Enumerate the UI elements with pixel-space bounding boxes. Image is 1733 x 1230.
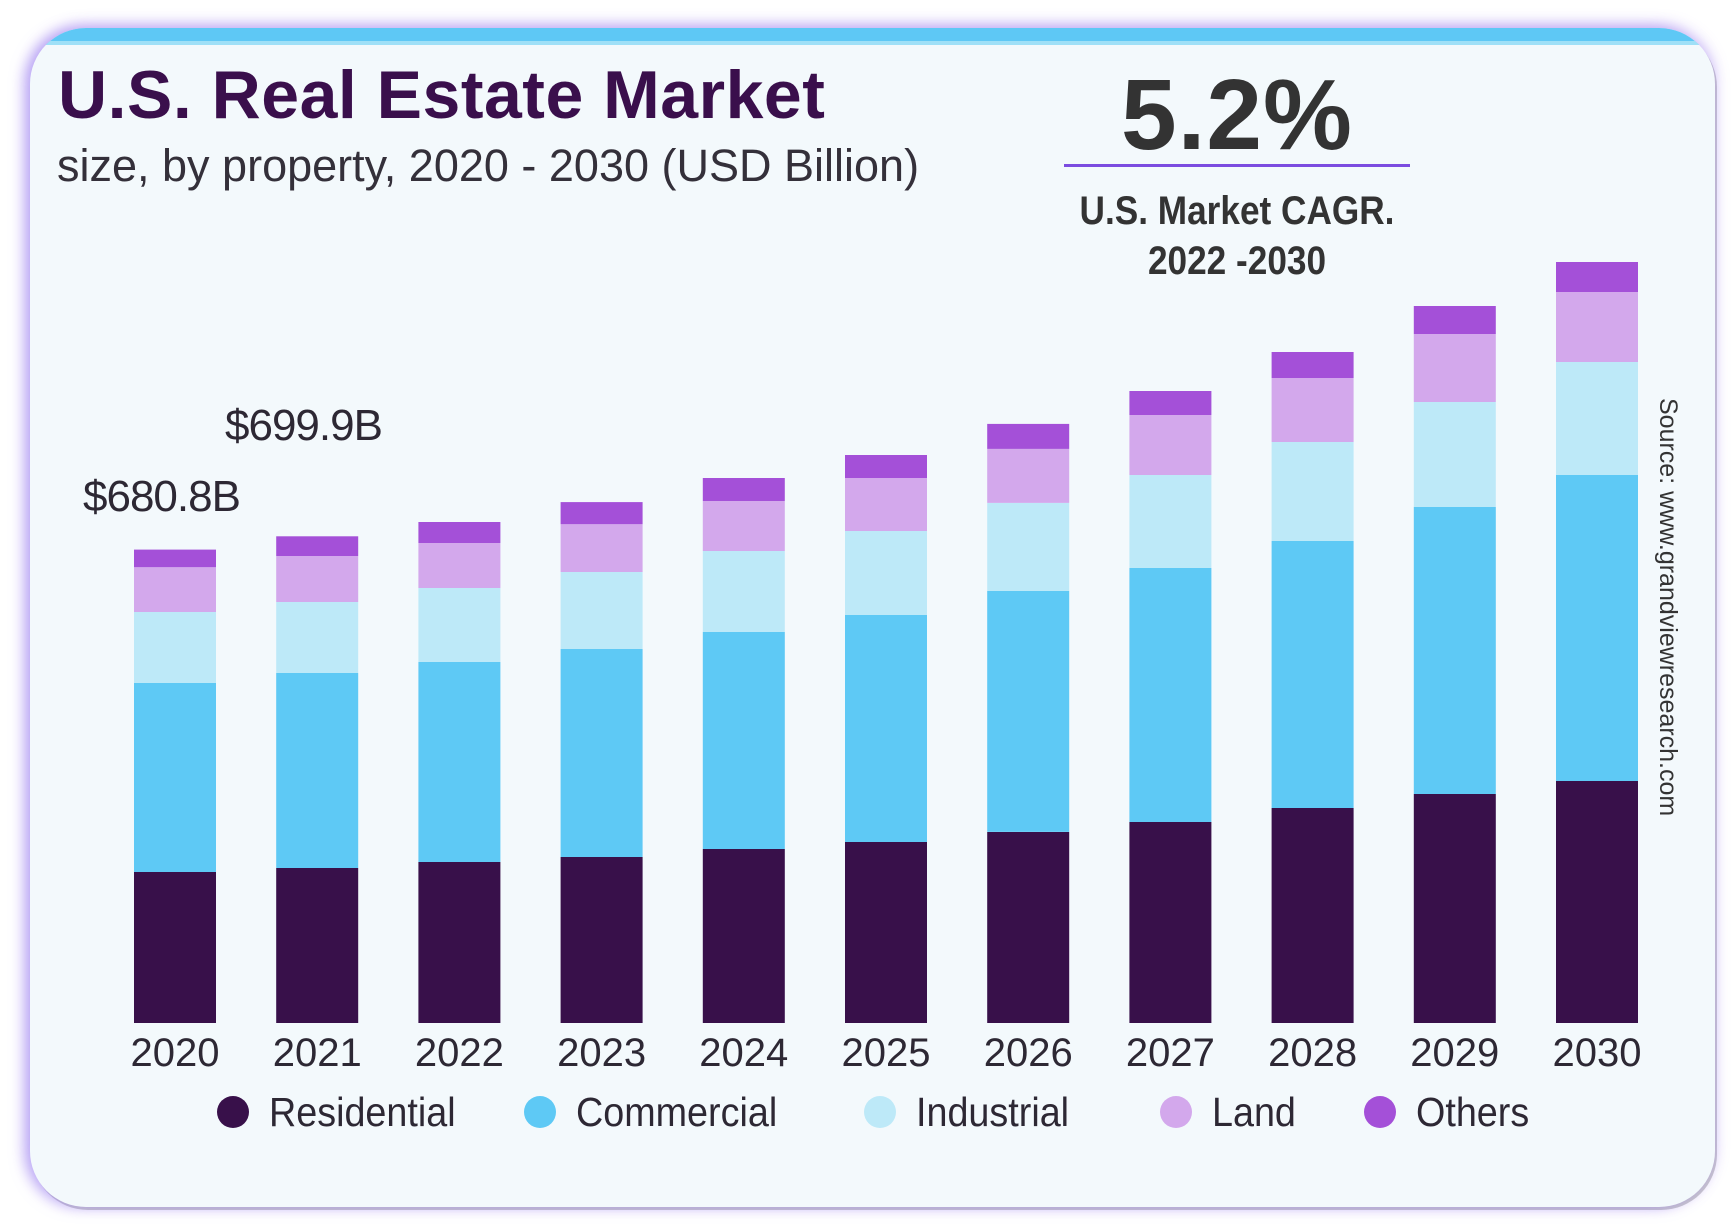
bar-segment-commercial-2028 <box>1271 541 1354 808</box>
bar-segment-land-2021 <box>276 556 359 602</box>
legend-item-commercial: Commercial <box>524 1089 795 1135</box>
bar-segment-commercial-2024 <box>702 632 785 849</box>
bar-segment-residential-2026 <box>987 832 1070 1023</box>
bar-segment-commercial-2027 <box>1129 568 1212 822</box>
x-tick-label: 2025 <box>842 1031 931 1075</box>
x-tick-label: 2027 <box>1126 1031 1215 1075</box>
bar-segment-land-2024 <box>702 501 785 551</box>
legend-dot-icon <box>1160 1096 1192 1128</box>
cagr-label-line2: 2022 -2030 <box>1147 239 1327 283</box>
card-top-band <box>30 28 1715 45</box>
bar-segment-industrial-2025 <box>845 531 927 615</box>
cagr-label: U.S. Market CAGR. 2022 -2030 <box>1064 186 1411 286</box>
bar-segment-others-2030 <box>1556 262 1638 292</box>
bar-segment-commercial-2029 <box>1413 507 1496 794</box>
x-tick-label: 2022 <box>415 1031 504 1075</box>
bar-segment-residential-2020 <box>134 872 216 1023</box>
bar-segment-industrial-2028 <box>1271 442 1354 541</box>
bar-segment-commercial-2030 <box>1556 475 1638 781</box>
legend-dot-icon <box>1364 1096 1396 1128</box>
bar-segment-industrial-2021 <box>276 602 359 673</box>
bar-segment-residential-2029 <box>1413 794 1496 1023</box>
x-tick-label: 2021 <box>273 1031 362 1075</box>
bar-segment-commercial-2020 <box>134 683 216 872</box>
legend-item-others: Others <box>1364 1089 1539 1135</box>
bar-segment-land-2028 <box>1271 378 1354 442</box>
bar-segment-others-2025 <box>845 455 927 478</box>
bar-segment-industrial-2024 <box>702 551 785 632</box>
cagr-value: 5.2% <box>1121 59 1353 171</box>
bar-segment-commercial-2025 <box>845 615 927 842</box>
legend-item-residential: Residential <box>217 1089 472 1135</box>
bar-segment-commercial-2022 <box>418 662 501 862</box>
cagr-divider <box>1064 164 1410 167</box>
bar-segment-industrial-2027 <box>1129 475 1212 568</box>
bar-segment-residential-2024 <box>702 849 785 1023</box>
bar-segment-industrial-2023 <box>560 572 643 649</box>
bar-segment-residential-2022 <box>418 862 501 1023</box>
legend-dot-icon <box>864 1096 896 1128</box>
bar-segment-land-2026 <box>987 448 1070 503</box>
annotation-2021: $699.9B <box>225 401 383 450</box>
bar-segment-residential-2025 <box>845 842 927 1023</box>
legend-label: Residential <box>269 1088 456 1135</box>
legend-label: Land <box>1212 1088 1296 1135</box>
bar-segment-residential-2030 <box>1556 781 1638 1023</box>
x-tick-label: 2029 <box>1410 1031 1499 1075</box>
bar-segment-others-2029 <box>1413 306 1496 334</box>
bar-segment-residential-2023 <box>560 857 643 1023</box>
bar-segment-others-2023 <box>560 502 643 525</box>
x-tick-label: 2030 <box>1553 1031 1642 1075</box>
bar-segment-industrial-2020 <box>134 612 216 683</box>
bar-segment-others-2024 <box>702 478 785 501</box>
legend-label: Commercial <box>576 1088 778 1135</box>
legend-label: Others <box>1416 1088 1530 1135</box>
bar-segment-others-2026 <box>987 423 1070 449</box>
bar-segment-residential-2027 <box>1129 822 1212 1023</box>
legend-dot-icon <box>524 1096 556 1128</box>
bar-segment-others-2021 <box>276 536 359 556</box>
bar-segment-land-2029 <box>1413 334 1496 402</box>
chart-subtitle: size, by property, 2020 - 2030 (USD Bill… <box>57 140 920 191</box>
bar-segment-land-2020 <box>134 567 216 612</box>
annotation-2020: $680.8B <box>83 472 241 521</box>
bar-segment-industrial-2022 <box>418 588 501 662</box>
bar-segment-others-2028 <box>1271 352 1354 378</box>
bar-segment-land-2022 <box>418 543 501 588</box>
bar-segment-commercial-2023 <box>560 649 643 857</box>
cagr-label-line1: U.S. Market CAGR. <box>1079 189 1395 233</box>
bar-segment-others-2020 <box>134 549 216 568</box>
legend-item-land: Land <box>1160 1089 1303 1135</box>
bar-segment-land-2025 <box>845 478 927 531</box>
bar-segment-commercial-2021 <box>276 673 359 868</box>
bar-segment-industrial-2026 <box>987 503 1070 591</box>
bar-segment-land-2023 <box>560 524 643 572</box>
legend-dot-icon <box>217 1096 249 1128</box>
bar-segment-land-2027 <box>1129 415 1212 475</box>
source-credit: Source: www.grandviewresearch.com <box>1654 398 1682 817</box>
bar-segment-residential-2021 <box>276 868 359 1023</box>
x-tick-label: 2028 <box>1268 1031 1357 1075</box>
legend-item-industrial: Industrial <box>864 1089 1082 1135</box>
bar-segment-others-2027 <box>1129 391 1212 415</box>
bar-segment-others-2022 <box>418 522 501 543</box>
bar-segment-industrial-2029 <box>1413 402 1496 507</box>
x-tick-label: 2020 <box>131 1031 220 1075</box>
x-tick-label: 2024 <box>699 1031 788 1075</box>
bar-segment-commercial-2026 <box>987 590 1070 832</box>
bar-segment-land-2030 <box>1556 292 1638 362</box>
chart-legend: Residential Commercial Industrial Land Other… <box>0 1089 1733 1135</box>
x-tick-label: 2023 <box>557 1031 646 1075</box>
bar-segment-residential-2028 <box>1271 808 1354 1023</box>
legend-label: Industrial <box>916 1088 1070 1135</box>
chart-title: U.S. Real Estate Market <box>58 57 826 133</box>
x-tick-label: 2026 <box>984 1031 1073 1075</box>
bar-segment-industrial-2030 <box>1556 362 1638 475</box>
